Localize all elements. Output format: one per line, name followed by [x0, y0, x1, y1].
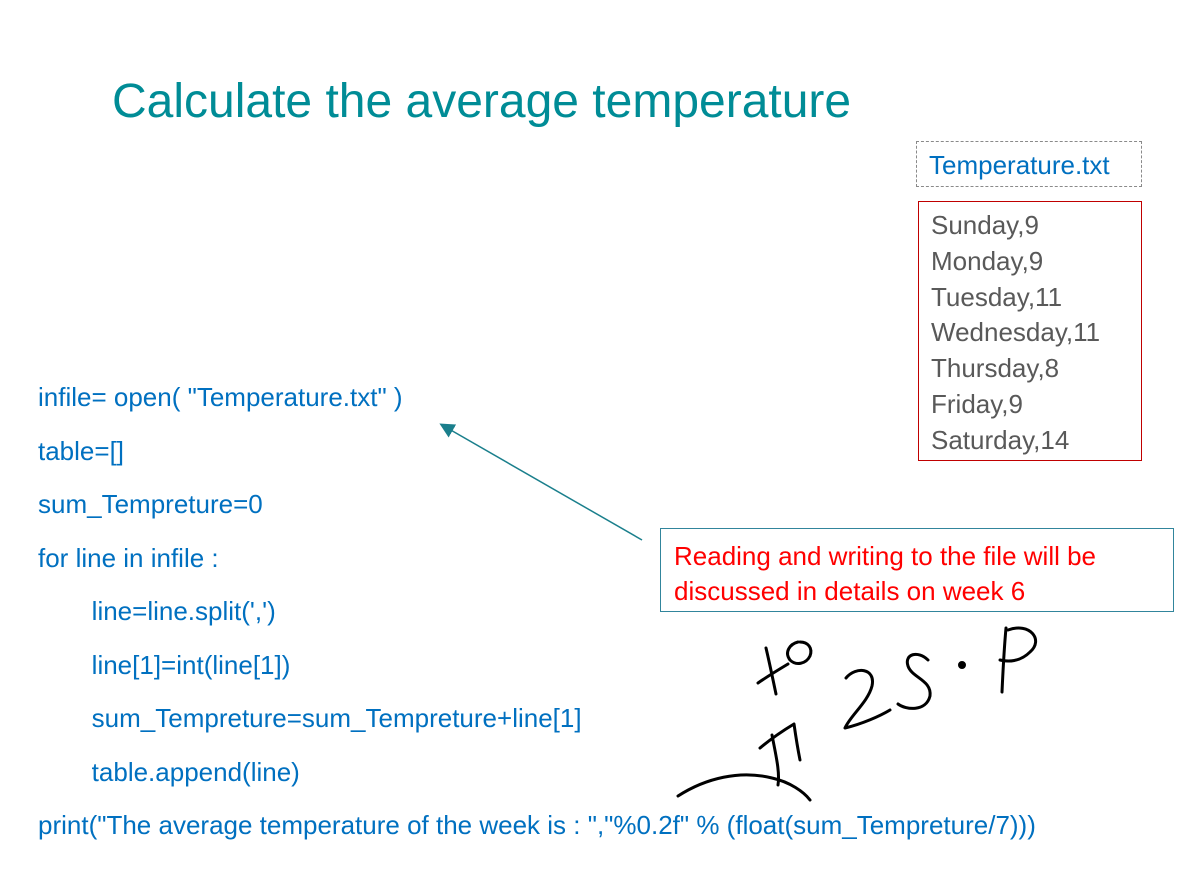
- file-line: Tuesday,11: [931, 281, 1063, 312]
- file-content-box: Sunday,9 Monday,9 Tuesday,11 Wednesday,1…: [918, 201, 1142, 461]
- code-line: line=line.split(','): [70, 596, 276, 626]
- code-line: print("The average temperature of the we…: [38, 810, 1036, 840]
- file-line: Wednesday,11: [931, 317, 1101, 348]
- code-line: sum_Tempreture=0: [38, 489, 263, 519]
- note-callout: Reading and writing to the file will be …: [660, 528, 1174, 612]
- code-line: line[1]=int(line[1]): [70, 650, 291, 680]
- file-line: Sunday,9: [931, 210, 1039, 240]
- code-line: table=[]: [38, 436, 125, 466]
- note-line: Reading and writing to the file will be: [674, 541, 1097, 571]
- file-name-label: Temperature.txt: [916, 141, 1142, 187]
- file-line: Saturday,14: [931, 424, 1070, 455]
- file-line: Thursday,8: [931, 353, 1060, 384]
- code-line: sum_Tempreture=sum_Tempreture+line[1]: [70, 703, 582, 733]
- file-line: Friday,9: [931, 388, 1023, 419]
- slide-title: Calculate the average temperature: [112, 75, 852, 128]
- code-line: infile= open( "Temperature.txt" ): [38, 382, 403, 412]
- handwritten-annotation: [676, 626, 1037, 802]
- code-line: table.append(line): [70, 757, 300, 787]
- code-line: for line in infile :: [38, 543, 219, 573]
- callout-arrow: [439, 423, 643, 541]
- file-line: Monday,9: [931, 245, 1044, 276]
- note-line: discussed in details on week 6: [674, 576, 1026, 606]
